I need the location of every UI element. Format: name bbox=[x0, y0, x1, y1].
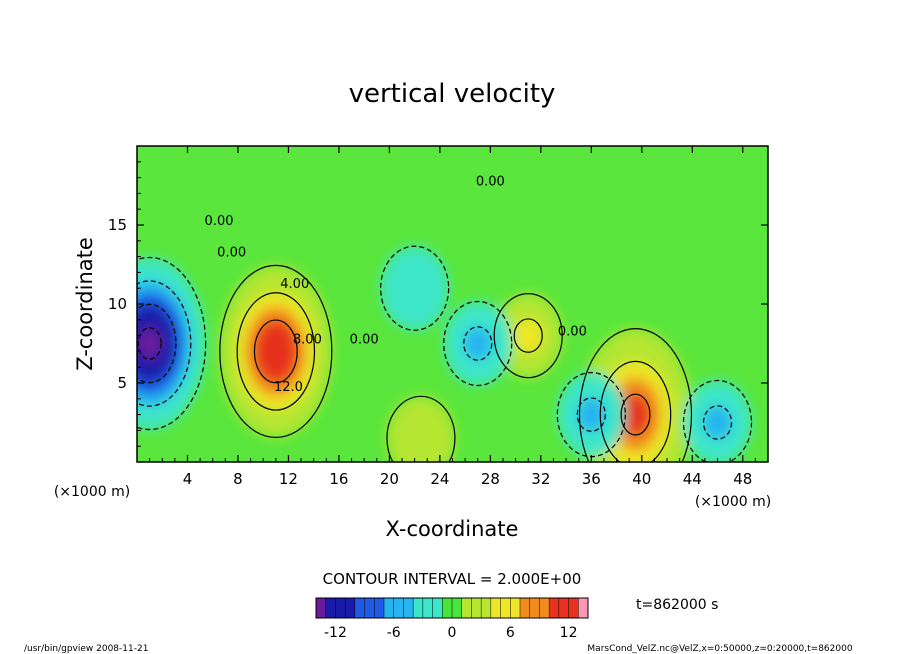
colorbar-segment-11 bbox=[422, 598, 433, 618]
contour-label-1: 8.00 bbox=[293, 333, 322, 348]
colorbar-segment-20 bbox=[510, 598, 521, 618]
x-tick-label-4: 20 bbox=[380, 470, 399, 488]
colorbar-segment-13 bbox=[442, 598, 453, 618]
colorbar-segment-9 bbox=[403, 598, 414, 618]
contour-interval-label: CONTOUR INTERVAL = 2.000E+00 bbox=[323, 570, 582, 588]
y-tick-label-0: 5 bbox=[117, 374, 127, 392]
contour-line-0-4 bbox=[253, 319, 298, 384]
contour-line-1-2 bbox=[599, 360, 672, 462]
colorbar-segment-27 bbox=[578, 598, 589, 618]
x-axis-label: X-coordinate bbox=[386, 517, 519, 541]
colorbar-segment-0 bbox=[316, 598, 327, 618]
colorbar-segment-3 bbox=[345, 598, 356, 618]
contour-line-3-0 bbox=[137, 256, 207, 431]
contour-label-2: 12.0 bbox=[274, 380, 303, 395]
field-level-0-5 bbox=[263, 333, 289, 370]
contour-line-1-0 bbox=[578, 328, 693, 462]
program-label: /usr/bin/gpview 2008-11-21 bbox=[24, 644, 148, 654]
field-level-3-6 bbox=[138, 327, 162, 360]
contour-line-1-4 bbox=[620, 393, 651, 436]
contour-label-7: 0.00 bbox=[558, 325, 587, 340]
colorbar-segment-24 bbox=[549, 598, 560, 618]
field-level-2-2 bbox=[514, 318, 543, 353]
source-label: MarsCond_VelZ.nc@VelZ,x=0:50000,z=0:2000… bbox=[587, 644, 852, 654]
colorbar-segment-14 bbox=[452, 598, 463, 618]
contour-label-5: 0.00 bbox=[350, 333, 379, 348]
field-level-5-2 bbox=[577, 397, 606, 432]
contour-line-3-6 bbox=[137, 327, 162, 360]
colorbar-segment-6 bbox=[374, 598, 385, 618]
contour-line-6-0 bbox=[682, 379, 753, 462]
field-level-7-1 bbox=[401, 415, 440, 462]
colorbar-segment-17 bbox=[481, 598, 492, 618]
x-tick-label-3: 16 bbox=[329, 470, 348, 488]
colorbar-segment-10 bbox=[413, 598, 424, 618]
colorbar-segment-18 bbox=[490, 598, 501, 618]
contour-label-3: 0.00 bbox=[205, 214, 234, 229]
colorbar-tick-label-1: -6 bbox=[387, 625, 401, 641]
colorbar-segment-7 bbox=[384, 598, 395, 618]
x-tick-label-5: 24 bbox=[430, 470, 449, 488]
contour-label-6: 0.00 bbox=[476, 175, 505, 190]
x-tick-label-11: 48 bbox=[733, 470, 752, 488]
contour-line-3-2 bbox=[137, 280, 192, 407]
x-tick-label-7: 32 bbox=[531, 470, 550, 488]
colorbar-tick-label-2: 0 bbox=[448, 625, 457, 641]
x-unit-right: (×1000 m) bbox=[695, 494, 771, 510]
contour-line-0-2 bbox=[236, 292, 316, 411]
x-tick-label-6: 28 bbox=[481, 470, 500, 488]
field-level-4-2 bbox=[463, 326, 492, 361]
colorbar-frame bbox=[315, 597, 589, 619]
colorbar-segment-12 bbox=[432, 598, 443, 618]
field-level-1-4 bbox=[621, 394, 650, 435]
colorbar-segment-5 bbox=[364, 598, 375, 618]
time-label: t=862000 s bbox=[636, 597, 718, 613]
contour-label-4: 0.00 bbox=[217, 246, 246, 261]
y-tick-label-1: 10 bbox=[108, 295, 127, 313]
colorbar-tick-label-3: 6 bbox=[506, 625, 515, 641]
x-tick-label-0: 4 bbox=[183, 470, 193, 488]
colorbar-segment-8 bbox=[393, 598, 404, 618]
contour-line-0-0 bbox=[219, 264, 333, 438]
colorbar-segment-25 bbox=[558, 598, 569, 618]
colorbar-segment-1 bbox=[325, 598, 336, 618]
contour-line-3-4 bbox=[137, 303, 177, 384]
x-tick-label-8: 36 bbox=[582, 470, 601, 488]
x-unit-left: (×1000 m) bbox=[54, 484, 130, 500]
colorbar-segment-23 bbox=[539, 598, 550, 618]
contour-line-7-0 bbox=[386, 395, 456, 462]
colorbar-segment-4 bbox=[354, 598, 365, 618]
colorbar-segment-19 bbox=[500, 598, 511, 618]
contour-line-2-2 bbox=[513, 318, 543, 353]
y-tick-label-2: 15 bbox=[108, 216, 127, 234]
field-level-6-2 bbox=[703, 405, 732, 440]
contour-line-4-0 bbox=[443, 300, 513, 387]
plot-area: 4.00 8.00 12.0 0.00 0.00 0.00 0.00 0.00 bbox=[137, 146, 768, 462]
colorbar-segment-15 bbox=[461, 598, 472, 618]
colorbar-segment-21 bbox=[520, 598, 531, 618]
colorbar-segment-16 bbox=[471, 598, 482, 618]
colorbar-segment-26 bbox=[568, 598, 579, 618]
x-tick-label-2: 12 bbox=[279, 470, 298, 488]
contour-line-2-0 bbox=[493, 293, 563, 379]
x-tick-label-10: 44 bbox=[683, 470, 702, 488]
chart-title: vertical velocity bbox=[349, 79, 556, 109]
contour-line-6-2 bbox=[702, 405, 733, 440]
contour-line-8-0 bbox=[380, 245, 450, 331]
x-tick-label-1: 8 bbox=[233, 470, 243, 488]
contour-label-0: 4.00 bbox=[280, 277, 309, 292]
x-tick-label-9: 40 bbox=[632, 470, 651, 488]
colorbar-segment-2 bbox=[335, 598, 346, 618]
colorbar-tick-label-4: 12 bbox=[560, 625, 578, 641]
contour-line-5-2 bbox=[576, 397, 606, 432]
colorbar-segment-22 bbox=[529, 598, 540, 618]
field-level-8-1 bbox=[395, 265, 434, 312]
y-axis-label: Z-coordinate bbox=[73, 237, 97, 371]
contour-line-4-2 bbox=[463, 326, 493, 361]
colorbar-tick-label-0: -12 bbox=[324, 625, 347, 641]
